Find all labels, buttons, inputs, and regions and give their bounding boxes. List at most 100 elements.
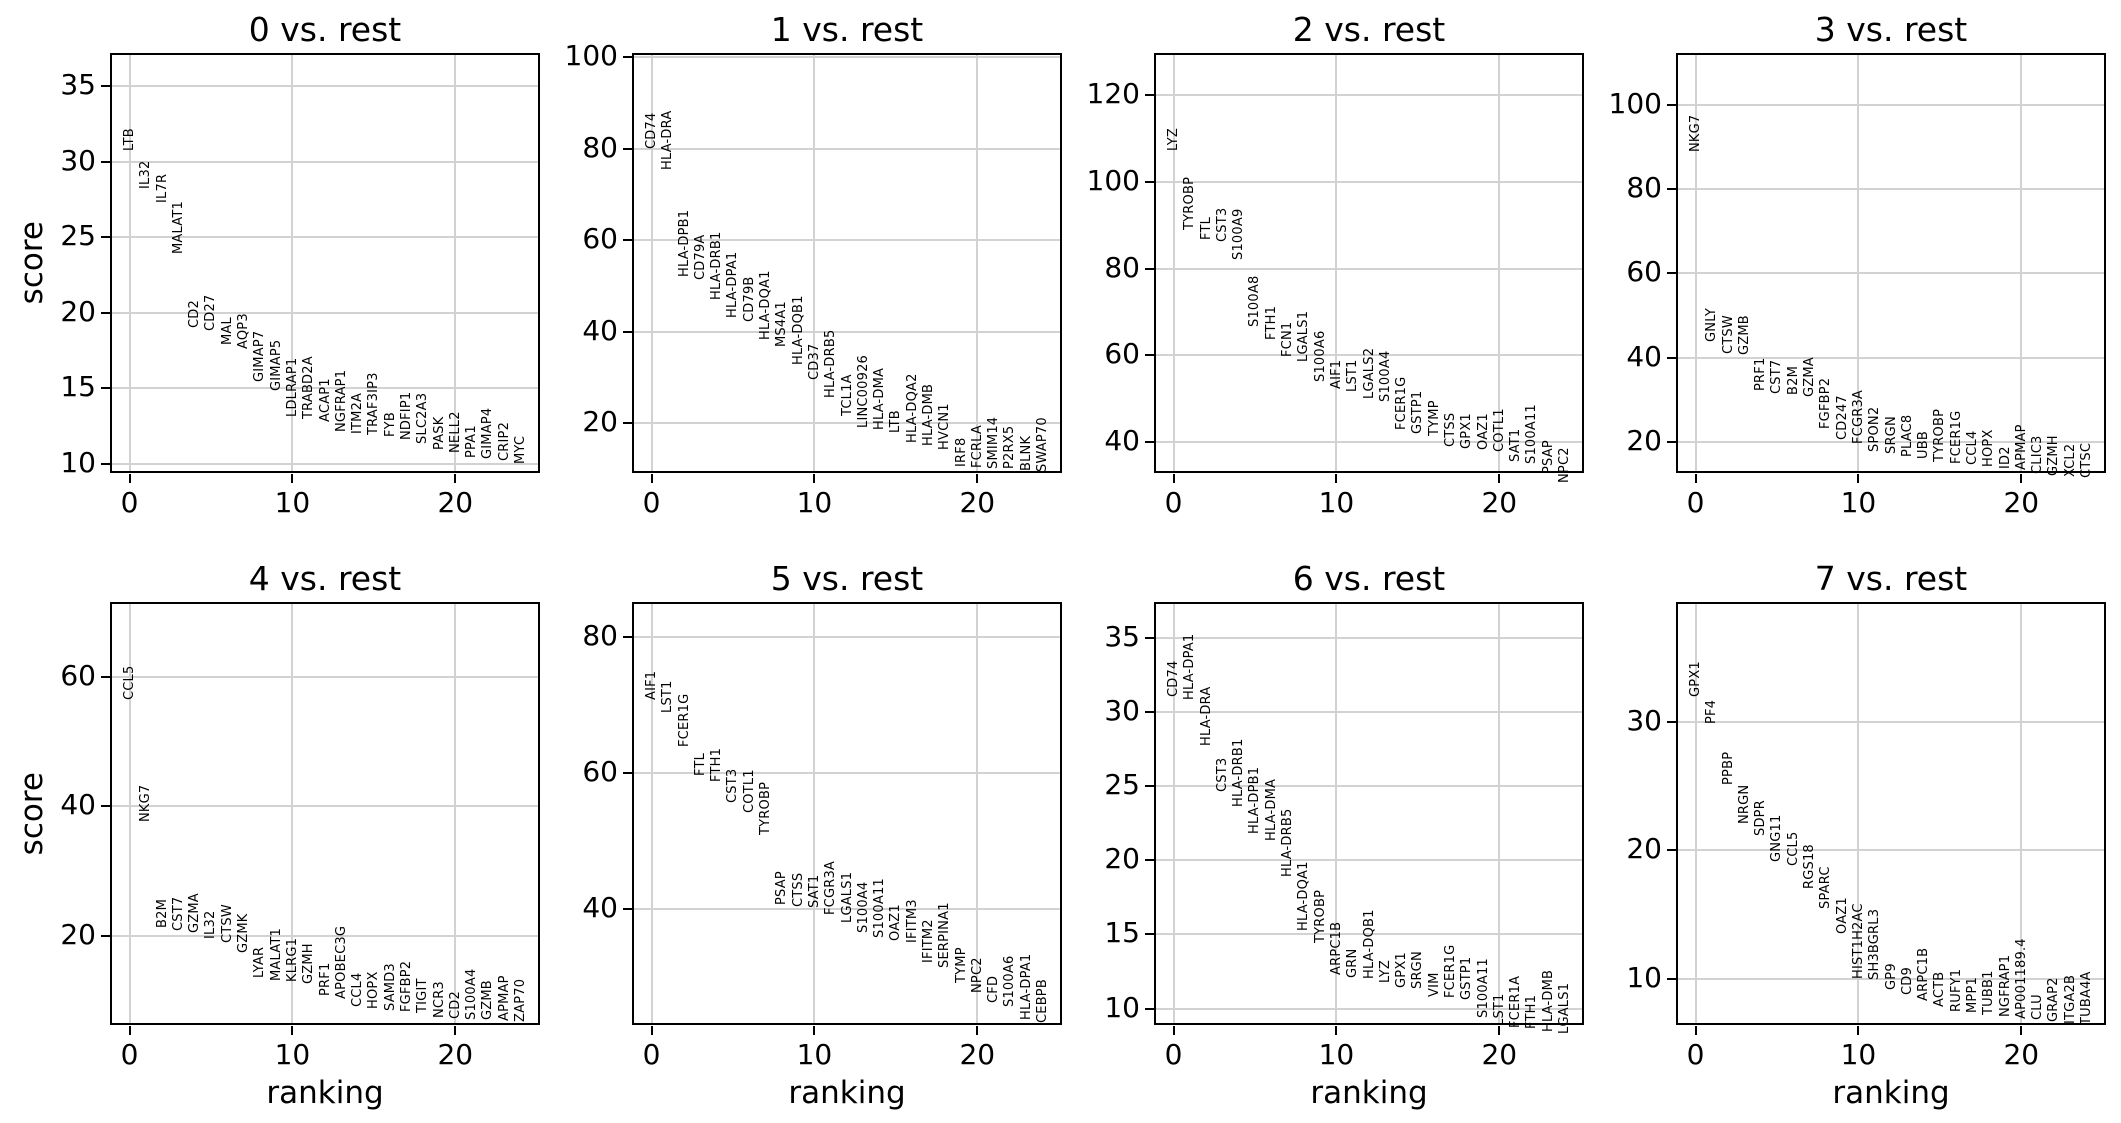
y-gridline [110, 805, 540, 808]
subplot-axes [632, 602, 1062, 1025]
gene-label: PLAC8 [1899, 414, 1915, 457]
gene-label: ID2 [1997, 446, 2013, 469]
gene-label: GZMH [301, 943, 317, 985]
y-tick-label: 80 [582, 130, 618, 164]
y-gridline [632, 330, 1062, 333]
gene-label: S100A6 [1312, 330, 1328, 383]
y-tickmark [1667, 720, 1676, 723]
y-gridline [110, 160, 540, 163]
gene-label: SAT1 [806, 874, 822, 909]
gene-label: FYB [382, 411, 398, 437]
y-tick-label: 40 [582, 890, 618, 924]
gene-label: OAZ1 [1475, 413, 1491, 451]
y-tickmark [623, 635, 632, 638]
x-gridline [291, 53, 294, 473]
y-tick-label: 120 [1086, 77, 1140, 111]
gene-label: S100A8 [1247, 275, 1263, 328]
y-tick-label: 35 [1104, 619, 1140, 653]
y-tickmark [1145, 94, 1154, 97]
gene-label: ARPC1B [1328, 921, 1344, 975]
gene-label: TRABD2A [301, 355, 317, 419]
y-tickmark [1145, 1007, 1154, 1010]
y-tick-label: 20 [60, 295, 96, 329]
x-tick-label: 0 [120, 486, 139, 519]
y-gridline [632, 771, 1062, 774]
gene-label: LTB [888, 410, 904, 434]
gene-label: CTSS [790, 872, 806, 907]
y-tick-label: 30 [1104, 694, 1140, 728]
x-gridline [454, 602, 457, 1025]
x-tick-label: 0 [1164, 1038, 1183, 1071]
y-gridline [1676, 849, 2106, 852]
gene-label: NKG7 [1688, 114, 1704, 152]
x-gridline [1857, 53, 1860, 473]
gene-label: TCL1A [839, 374, 855, 417]
gene-label: TYROBP [758, 781, 774, 835]
gene-label: AIF1 [644, 670, 660, 700]
x-axis-label: ranking [266, 1075, 384, 1111]
y-tickmark [1145, 441, 1154, 444]
x-gridline [650, 53, 653, 473]
gene-label: LYAR [252, 946, 268, 978]
y-gridline [1154, 267, 1584, 270]
gene-label: IL7R [154, 173, 170, 203]
gene-label: GZMB [480, 980, 496, 1021]
y-tickmark [1667, 849, 1676, 852]
gene-label: LDLRAP1 [284, 357, 300, 418]
gene-label: GZMA [1802, 357, 1818, 398]
gene-label: LST1 [1345, 359, 1361, 393]
gene-label: S100A4 [1377, 350, 1393, 403]
gene-label: APMAP [496, 975, 512, 1022]
y-tickmark [1667, 188, 1676, 191]
gene-label: SPARC [1818, 866, 1834, 910]
gene-label: B2M [154, 899, 170, 929]
gene-label: SPON2 [1867, 406, 1883, 452]
gene-label: TUBA4A [2078, 971, 2094, 1025]
x-tick-label: 20 [1481, 1038, 1518, 1071]
y-tick-label: 15 [60, 370, 96, 404]
x-tick-label: 0 [120, 1038, 139, 1071]
gene-label: HIST1H2AC [1850, 903, 1866, 979]
y-tickmark [101, 236, 110, 239]
x-tickmark [291, 474, 294, 483]
subplot-axes [110, 53, 540, 473]
x-tick-label: 10 [796, 486, 833, 519]
x-gridline [1694, 53, 1697, 473]
gene-label: CD2 [447, 991, 463, 1020]
y-tickmark [101, 387, 110, 390]
gene-label: HLA-DQA1 [1296, 861, 1312, 932]
x-tickmark [1335, 474, 1338, 483]
x-tickmark [1694, 474, 1697, 483]
gene-label: MPP1 [1964, 977, 1980, 1014]
gene-label: GRAP2 [2046, 977, 2062, 1023]
gene-label: MAL [219, 316, 235, 345]
x-tickmark [454, 1026, 457, 1035]
gene-label: IRF8 [953, 437, 969, 467]
gene-label: COTL1 [1491, 408, 1507, 453]
gene-label: NCR3 [431, 980, 447, 1018]
x-gridline [976, 53, 979, 473]
gene-label: CD27 [203, 294, 219, 331]
subplot-axes [1154, 53, 1584, 473]
gene-label: S100A11 [872, 878, 888, 938]
gene-label: VIM [1426, 972, 1442, 997]
gene-label: HOPX [1981, 429, 1997, 468]
gene-label: HLA-DRA [660, 110, 676, 171]
gene-label: S100A4 [464, 968, 480, 1020]
gene-label: GIMAP4 [480, 408, 496, 460]
x-axis-label: ranking [1832, 1075, 1950, 1111]
gene-label: HLA-DMA [872, 367, 888, 430]
gene-label: P2RX5 [1002, 426, 1018, 470]
gene-label: CTSW [219, 903, 235, 943]
gene-label: IFITM3 [904, 898, 920, 943]
gene-label: SMIM14 [986, 416, 1002, 469]
x-gridline [1498, 602, 1501, 1025]
gene-label: LST1 [660, 680, 676, 713]
y-gridline [632, 422, 1062, 425]
gene-label: CST7 [170, 896, 186, 931]
x-tickmark [128, 1026, 131, 1035]
y-tick-label: 20 [1626, 832, 1662, 866]
gene-label: FGFBP2 [398, 960, 414, 1013]
y-tickmark [101, 805, 110, 808]
y-tickmark [1145, 180, 1154, 183]
